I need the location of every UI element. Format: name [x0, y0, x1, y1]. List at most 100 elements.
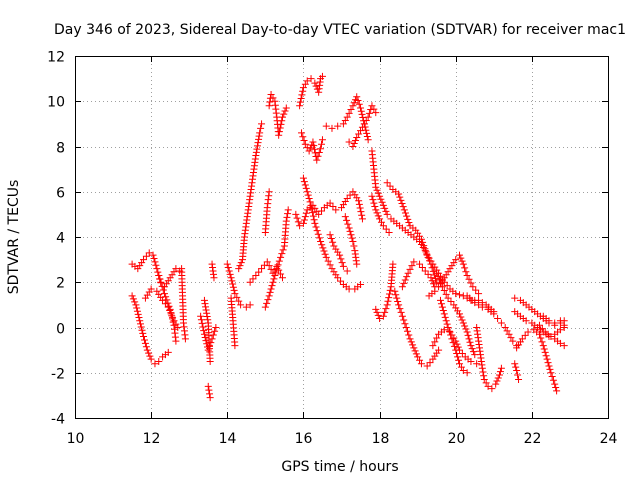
- data-point: [235, 297, 243, 305]
- data-point: [446, 265, 454, 273]
- data-point: [314, 230, 322, 238]
- data-point: [538, 325, 546, 333]
- data-point: [428, 277, 436, 285]
- data-point: [459, 260, 467, 268]
- data-point: [355, 130, 363, 138]
- data-point: [265, 292, 273, 300]
- data-point: [140, 336, 148, 344]
- data-point: [479, 368, 487, 376]
- data-point: [246, 278, 254, 286]
- series-arc-d3: [298, 129, 326, 164]
- data-point: [315, 234, 323, 242]
- x-tick-label: 22: [524, 431, 542, 447]
- data-point: [266, 98, 274, 106]
- data-point: [548, 373, 556, 381]
- data-point: [129, 295, 137, 303]
- data-point: [386, 182, 394, 190]
- data-point: [310, 142, 318, 150]
- data-point: [275, 131, 283, 139]
- series-arc-b3: [204, 382, 214, 402]
- data-point: [233, 293, 241, 301]
- data-point: [403, 212, 411, 220]
- data-point: [320, 247, 328, 255]
- data-point: [379, 222, 387, 230]
- data-point: [303, 77, 311, 85]
- data-point: [292, 210, 300, 218]
- data-point: [535, 321, 543, 329]
- data-point: [227, 274, 235, 282]
- data-point: [546, 365, 554, 373]
- data-point: [429, 267, 437, 275]
- data-point: [205, 386, 213, 394]
- data-point: [204, 316, 212, 324]
- data-point: [309, 138, 317, 146]
- data-point: [300, 178, 308, 186]
- data-point: [464, 331, 472, 339]
- data-point: [369, 196, 377, 204]
- data-point: [358, 110, 366, 118]
- data-point: [229, 280, 237, 288]
- data-point: [293, 214, 301, 222]
- data-point: [334, 122, 342, 130]
- data-point: [442, 271, 450, 279]
- data-point: [363, 133, 371, 141]
- data-point: [478, 303, 486, 311]
- series-arc-a5: [178, 265, 189, 343]
- data-point: [155, 271, 163, 279]
- data-point: [299, 174, 307, 182]
- series-arc-d2: [296, 72, 326, 110]
- data-point: [469, 348, 477, 356]
- data-point: [465, 335, 473, 343]
- data-point: [547, 333, 555, 341]
- data-point: [383, 301, 391, 309]
- data-point: [511, 360, 519, 368]
- data-point: [283, 213, 291, 221]
- data-point: [149, 251, 157, 259]
- data-point: [313, 156, 321, 164]
- data-point: [404, 269, 412, 277]
- y-tick-label: 12: [47, 50, 65, 66]
- data-point: [158, 282, 166, 290]
- data-point: [224, 264, 232, 272]
- data-point: [202, 306, 210, 314]
- data-point: [456, 291, 464, 299]
- data-point: [298, 91, 306, 99]
- data-point: [138, 326, 146, 334]
- data-point: [475, 301, 483, 309]
- data-point: [556, 326, 564, 334]
- data-point: [305, 195, 313, 203]
- y-tick-label: -2: [51, 367, 65, 383]
- data-point: [140, 333, 148, 341]
- data-point: [150, 254, 158, 262]
- data-point: [166, 305, 174, 313]
- x-axis-title: GPS time / hours: [281, 459, 398, 475]
- data-point: [421, 245, 429, 253]
- data-point: [152, 261, 160, 269]
- data-point: [513, 366, 521, 374]
- data-point: [172, 337, 180, 345]
- data-point: [374, 212, 382, 220]
- data-point: [341, 116, 349, 124]
- data-point: [324, 257, 332, 265]
- data-point: [393, 294, 401, 302]
- data-point: [267, 285, 275, 293]
- data-point: [326, 261, 334, 269]
- data-point: [394, 297, 402, 305]
- data-point: [459, 366, 467, 374]
- data-point: [402, 324, 410, 331]
- series-arc-f1: [425, 251, 483, 300]
- data-point: [350, 242, 358, 250]
- data-point: [272, 268, 280, 276]
- data-point: [346, 227, 354, 235]
- data-point: [347, 106, 355, 114]
- data-point: [308, 205, 316, 213]
- data-point: [541, 348, 549, 356]
- data-points: [128, 72, 568, 402]
- data-point: [155, 357, 163, 365]
- data-point: [545, 362, 553, 370]
- data-point: [341, 213, 349, 221]
- series-arc-c3: [235, 120, 266, 273]
- data-point: [345, 138, 353, 146]
- data-point: [414, 229, 422, 237]
- data-point: [373, 209, 381, 217]
